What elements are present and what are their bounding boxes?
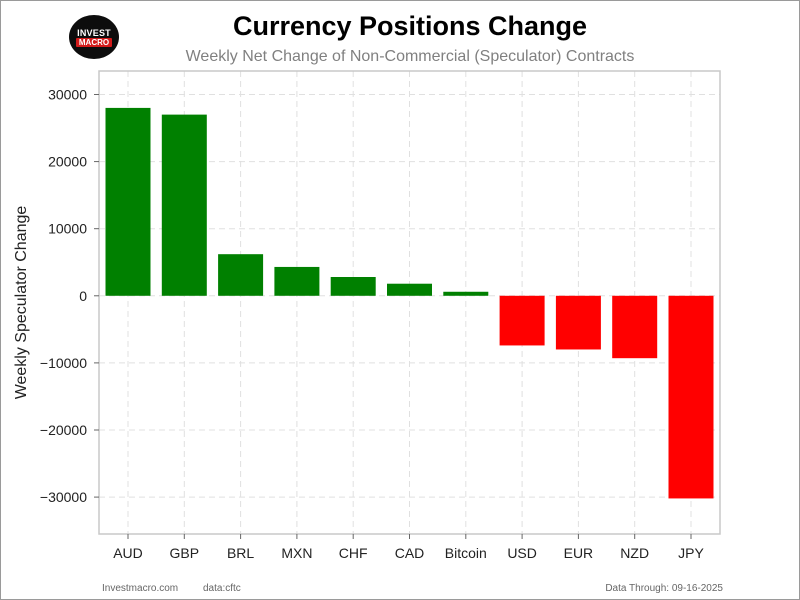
y-tick-label: 10000 — [48, 221, 87, 237]
footer-source: data:cftc — [203, 583, 241, 594]
x-tick-label: BRL — [227, 545, 254, 561]
y-axis-label: Weekly Speculator Change — [13, 206, 30, 400]
bar-cad — [387, 283, 432, 296]
y-tick-label: −30000 — [40, 489, 87, 505]
bar-eur — [555, 295, 601, 350]
footer-data-through: Data Through: 09-16-2025 — [605, 583, 723, 594]
x-tick-label: CAD — [395, 545, 425, 561]
chart-title: Currency Positions Change — [232, 11, 588, 41]
axis-layer: −30000 −20000 −10000 0 10000 20000 30000 AUD GBP… — [40, 86, 705, 561]
bar-brl — [218, 254, 264, 296]
x-tick-label: NZD — [620, 545, 649, 561]
bar-aud — [105, 107, 151, 296]
logo-bottom-text: MACRO — [75, 37, 113, 47]
bar-mxn — [274, 266, 320, 296]
x-tick-label: USD — [507, 545, 537, 561]
x-tick-label: JPY — [678, 545, 704, 561]
y-tick-label: −10000 — [40, 355, 87, 371]
x-tick-label: MXN — [281, 545, 312, 561]
bar-gbp — [161, 114, 207, 296]
x-tick-label: AUD — [113, 545, 143, 561]
y-tick-label: −20000 — [40, 422, 87, 438]
y-tick-label: 20000 — [48, 154, 87, 170]
bar-nzd — [612, 295, 658, 359]
bar-bitcoin — [443, 291, 489, 296]
y-tick-label: 0 — [79, 288, 87, 304]
y-tick-label: 30000 — [48, 86, 87, 102]
x-tick-label: Bitcoin — [445, 545, 487, 561]
footer-site: Investmacro.com — [102, 583, 179, 594]
x-tick-label: GBP — [170, 545, 200, 561]
bar-jpy — [668, 295, 714, 499]
x-tick-label: EUR — [564, 545, 594, 561]
investmacro-logo: INVEST MACRO — [69, 15, 119, 59]
chart-subtitle: Weekly Net Change of Non-Commercial (Spe… — [185, 48, 635, 65]
logo-top-text: INVEST — [77, 27, 111, 38]
bars-layer — [105, 107, 714, 499]
bar-chf — [330, 277, 376, 296]
x-tick-label: CHF — [339, 545, 368, 561]
bar-usd — [499, 295, 545, 346]
